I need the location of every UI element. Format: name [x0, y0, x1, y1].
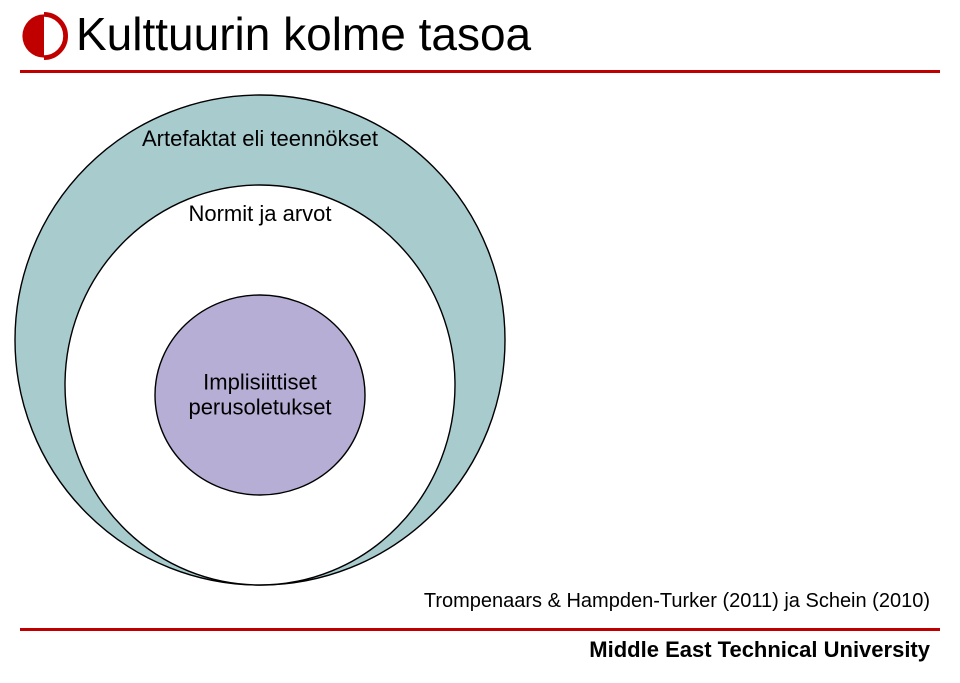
logo-right-arc — [44, 14, 66, 57]
divider-line-bottom — [20, 628, 940, 631]
citation-text: Trompenaars & Hampden-Turker (2011) ja S… — [424, 590, 930, 613]
footer-text: Middle East Technical University — [589, 637, 930, 663]
logo-icon — [20, 12, 68, 60]
divider-line-top — [20, 70, 940, 73]
concentric-diagram — [0, 86, 560, 646]
slide: Kulttuurin kolme tasoa Artefaktat eli te… — [0, 0, 960, 683]
outer-circle-label: Artefaktat eli teennökset — [142, 126, 378, 152]
slide-title: Kulttuurin kolme tasoa — [76, 10, 531, 58]
middle-circle-label: Normit ja arvot — [188, 201, 331, 227]
inner-circle-label: Implisiittisetperusoletukset — [188, 370, 331, 421]
logo-left-half — [22, 14, 44, 57]
